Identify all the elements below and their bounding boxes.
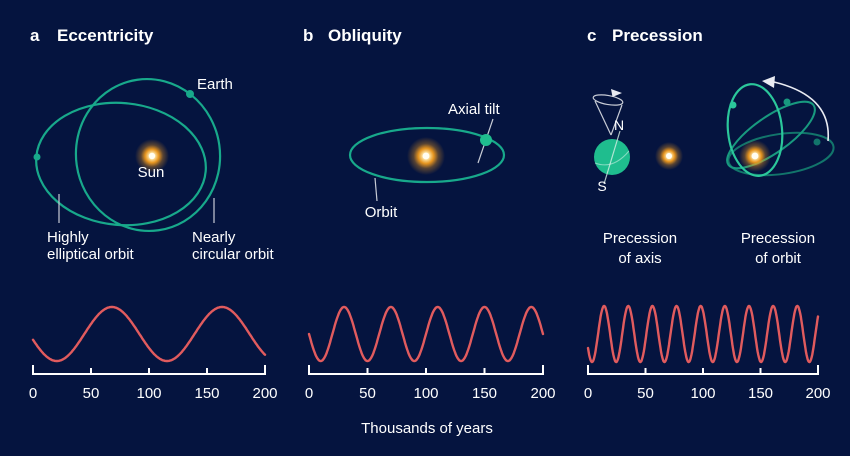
highly-elliptical-label-line1: Highly — [47, 229, 89, 246]
precession-cone-left-edge — [594, 100, 612, 136]
south-pole-label: S — [597, 178, 606, 194]
panel-b-title: Obliquity — [328, 26, 402, 45]
precession-arrowhead-icon — [762, 76, 775, 88]
nearly-circular-label-line2: circular orbit — [192, 246, 275, 263]
panel-obliquity: b Obliquity Axial tilt Orbit — [303, 26, 506, 221]
obliquity-x-axis: 0 50 100 150 200 — [305, 365, 556, 402]
precession-cone-right-edge — [610, 104, 623, 136]
sun-icon — [666, 153, 672, 159]
x-axis-title: Thousands of years — [361, 420, 493, 437]
orbit-point-dot — [33, 153, 41, 161]
axis-tick-label: 200 — [252, 385, 277, 402]
axis-tick-label: 200 — [530, 385, 555, 402]
precession-of-orbit-diagram: Precession of orbit — [726, 76, 835, 267]
axis-tick-label: 150 — [748, 385, 773, 402]
precession-x-axis: 0 50 100 150 200 — [584, 365, 831, 402]
axis-tick-label: 100 — [690, 385, 715, 402]
precessing-orbit-3 — [727, 131, 835, 177]
obliquity-wave — [307, 305, 545, 363]
panel-a-title: Eccentricity — [57, 26, 154, 45]
panel-a-letter: a — [30, 26, 40, 45]
orbit-leader-line — [374, 177, 378, 202]
sun-label: Sun — [138, 164, 165, 181]
axis-tick-label: 0 — [584, 385, 592, 402]
orbit-caption-line2: of orbit — [755, 250, 802, 267]
earth-dot — [186, 90, 194, 98]
axis-tick-label: 50 — [637, 385, 654, 402]
nearly-circular-orbit — [74, 77, 222, 233]
planet-dot-2 — [783, 98, 791, 106]
highly-elliptical-label-line2: elliptical orbit — [47, 246, 135, 263]
tilted-earth-dot — [480, 134, 492, 146]
orbit-label: Orbit — [365, 204, 398, 221]
axis-caption-line2: of axis — [618, 250, 661, 267]
panel-c-letter: c — [587, 26, 596, 45]
earth-equator-line — [594, 150, 630, 166]
axis-tick-label: 50 — [83, 385, 100, 402]
panel-precession: c Precession N S Precession of axis — [587, 26, 835, 267]
axis-tick-label: 100 — [413, 385, 438, 402]
orbit-ellipse — [348, 126, 506, 184]
precession-of-axis-diagram: N S Precession of axis — [592, 89, 683, 267]
sun-icon — [148, 152, 156, 160]
sun-icon — [422, 152, 430, 160]
axis-tick-label: 150 — [194, 385, 219, 402]
axis-tick-label: 50 — [359, 385, 376, 402]
sun-icon — [751, 152, 759, 160]
axis-tick-label: 0 — [29, 385, 37, 402]
precession-direction-arrow — [773, 81, 829, 142]
axis-tick-label: 150 — [472, 385, 497, 402]
earth-label: Earth — [197, 76, 233, 93]
axis-tick-label: 100 — [136, 385, 161, 402]
panel-eccentricity: a Eccentricity Earth Sun Highly elliptic… — [30, 26, 275, 263]
eccentricity-x-axis: 0 50 100 150 200 — [29, 365, 278, 402]
precession-wave — [586, 304, 820, 364]
planet-dot-3 — [813, 138, 821, 146]
axis-tick-label: 200 — [805, 385, 830, 402]
precession-arrow-icon — [611, 89, 622, 97]
eccentricity-cycle-plot: 0 50 100 150 200 — [29, 305, 278, 402]
precession-cone-circle — [592, 94, 624, 106]
precession-cycle-plot: 0 50 100 150 200 — [584, 304, 831, 402]
panel-c-title: Precession — [612, 26, 703, 45]
obliquity-cycle-plot: 0 50 100 150 200 — [305, 305, 556, 402]
panel-b-letter: b — [303, 26, 313, 45]
nearly-circular-label-line1: Nearly — [192, 229, 236, 246]
planet-dot-1 — [729, 101, 737, 109]
north-pole-label: N — [614, 117, 624, 133]
highly-elliptical-orbit — [35, 101, 207, 227]
axis-tick-label: 0 — [305, 385, 313, 402]
precessing-orbit-1 — [726, 83, 784, 177]
earth-axis-line — [603, 130, 621, 185]
eccentricity-wave — [31, 305, 267, 363]
axis-caption-line1: Precession — [603, 230, 677, 247]
orbit-caption-line1: Precession — [741, 230, 815, 247]
axial-tilt-label: Axial tilt — [448, 101, 501, 118]
